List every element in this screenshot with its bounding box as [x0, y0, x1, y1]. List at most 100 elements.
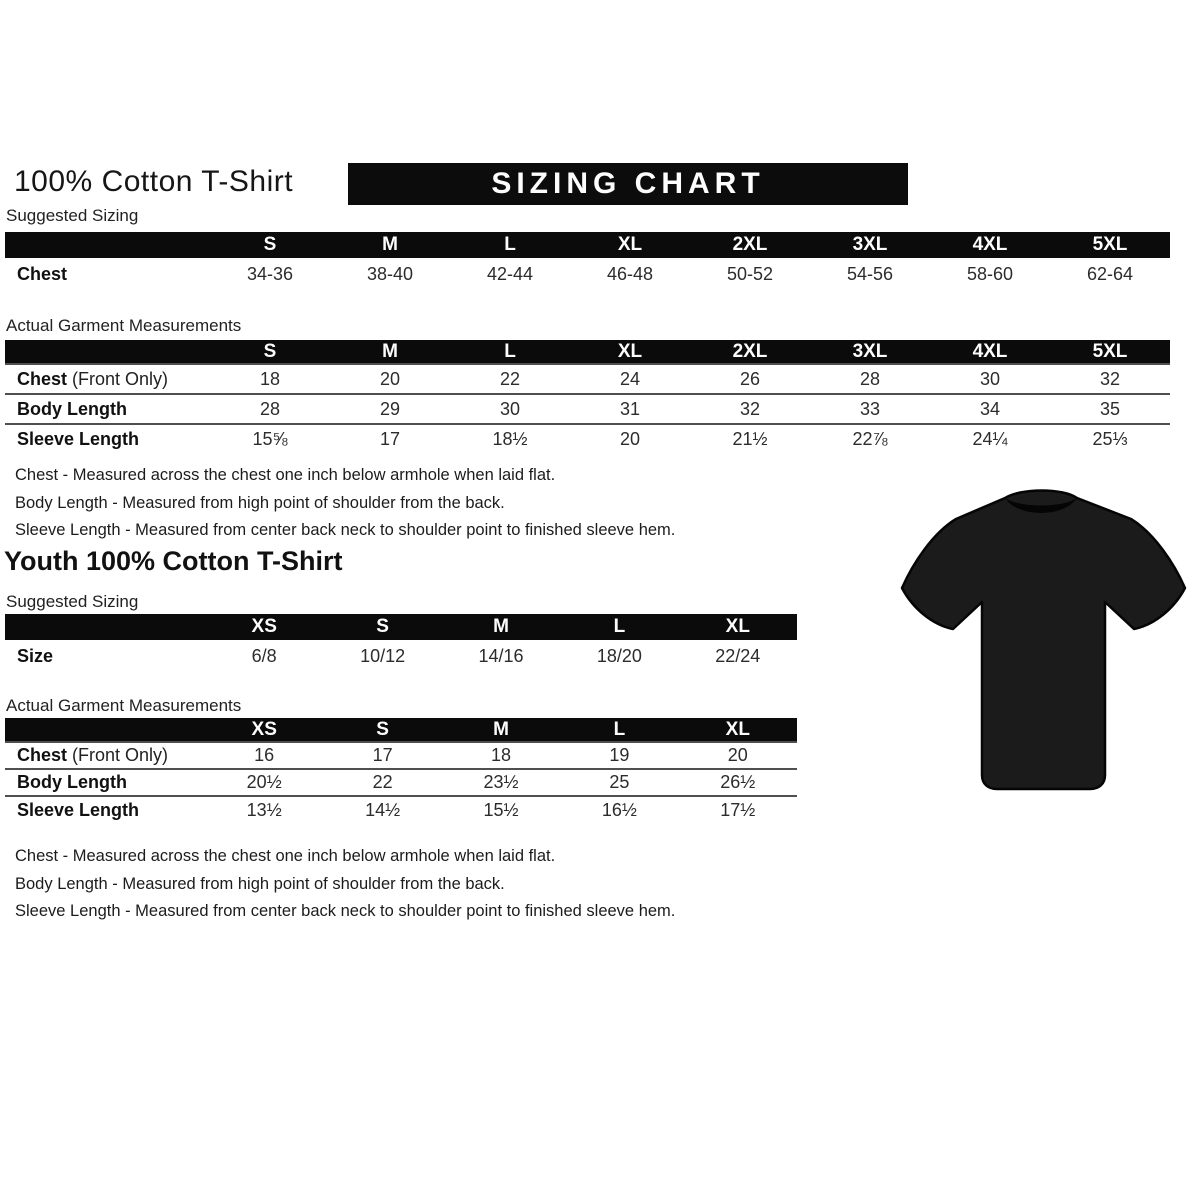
tshirt-collar-shape	[1005, 498, 1077, 513]
adult-suggested-table: S M L XL 2XL 3XL 4XL 5XL Chest 34-36 38-…	[5, 232, 1170, 290]
table-row: Sleeve Length 13½ 14½ 15½ 16½ 17½	[5, 795, 797, 823]
table-row: Chest 34-36 38-40 42-44 46-48 50-52 54-5…	[5, 258, 1170, 290]
adult-garment-table: S M L XL 2XL 3XL 4XL 5XL Chest (Front On…	[5, 340, 1170, 454]
cell: 22	[450, 363, 570, 394]
row-label: Sleeve Length	[5, 795, 205, 823]
cell: 16	[205, 741, 324, 769]
youth-garment-table: XS S M L XL Chest (Front Only) 16 17 18 …	[5, 718, 797, 823]
row-label-text: Size	[17, 645, 54, 666]
adult-garment-measurements-label: Actual Garment Measurements	[6, 316, 242, 335]
cell: 17	[330, 423, 450, 454]
corner-cell	[5, 614, 205, 640]
note-line: Body Length - Measured from high point o…	[15, 874, 505, 893]
column-header: L	[560, 718, 679, 742]
cell: 22	[323, 768, 442, 796]
cell: 25	[560, 768, 679, 796]
cell: 10/12	[360, 645, 406, 666]
row-label-text: Sleeve Length	[17, 799, 140, 820]
row-label-suffix: (Front Only)	[67, 368, 169, 389]
note-line: Sleeve Length - Measured from center bac…	[15, 902, 676, 920]
cell: 32	[690, 393, 810, 424]
cell: 46-48	[606, 263, 654, 284]
row-label: Body Length	[5, 768, 205, 796]
column-header: 5XL	[1050, 232, 1170, 258]
cell: 34	[930, 393, 1050, 424]
column-header: 4XL	[930, 340, 1050, 364]
tshirt-body-shape	[900, 489, 1187, 791]
cell: 21½	[690, 423, 810, 454]
cell: 33	[810, 393, 930, 424]
cell: 30	[450, 393, 570, 424]
column-header: S	[323, 614, 442, 640]
column-header: 2XL	[690, 340, 810, 364]
youth-measurement-notes: Chest - Measured across the chest one in…	[15, 843, 675, 926]
column-header: 2XL	[690, 232, 810, 258]
adult-measurement-notes: Chest - Measured across the chest one in…	[15, 462, 675, 545]
page-title: 100% Cotton T-Shirt	[14, 165, 294, 198]
cell: 24¼	[930, 423, 1050, 454]
cell: 18	[210, 363, 330, 394]
youth-section-title: Youth 100% Cotton T-Shirt	[4, 546, 343, 576]
column-header: M	[330, 340, 450, 364]
row-label: Sleeve Length	[5, 423, 210, 454]
cell: 17	[323, 741, 442, 769]
note-line: Sleeve Length - Measured from center bac…	[15, 521, 676, 539]
column-header: 3XL	[810, 232, 930, 258]
row-label: Chest (Front Only)	[5, 363, 210, 394]
row-label-suffix: (Front Only)	[67, 745, 169, 765]
column-header: 4XL	[930, 232, 1050, 258]
note-line: Chest - Measured across the chest one in…	[15, 847, 556, 865]
tshirt-product-image	[893, 476, 1193, 816]
cell: 34-36	[246, 263, 294, 284]
youth-suggested-header-row: XS S M L XL	[5, 614, 797, 640]
cell: 54-56	[846, 263, 894, 284]
column-header: M	[441, 614, 561, 640]
column-header: XS	[205, 718, 324, 742]
cell: 29	[330, 393, 450, 424]
column-header: L	[450, 232, 570, 258]
cell: 24	[570, 363, 690, 394]
column-header: S	[210, 232, 330, 258]
row-label: Size	[5, 640, 205, 672]
column-header: XL	[678, 614, 797, 640]
cell: 16½	[560, 795, 679, 823]
cell: 28	[210, 393, 330, 424]
row-label: Chest	[5, 258, 210, 290]
youth-garment-header-row: XS S M L XL	[5, 718, 797, 742]
column-header: XL	[570, 232, 690, 258]
row-label-text: Chest	[17, 745, 68, 765]
cell: 18	[441, 741, 561, 769]
corner-cell	[5, 718, 205, 742]
youth-suggested-table: XS S M L XL Size 6/8 10/12 14/16 18/20 2…	[5, 614, 797, 672]
table-row: Body Length 20½ 22 23½ 25 26½	[5, 768, 797, 796]
table-row: Chest (Front Only) 18 20 22 24 26 28 30 …	[5, 363, 1170, 394]
cell: 20½	[205, 768, 324, 796]
cell: 20	[330, 363, 450, 394]
table-row: Size 6/8 10/12 14/16 18/20 22/24	[5, 640, 797, 672]
cell: 6/8	[251, 645, 277, 666]
cell: 58-60	[966, 263, 1014, 284]
cell: 30	[930, 363, 1050, 394]
cell: 31	[570, 393, 690, 424]
cell: 28	[810, 363, 930, 394]
table-row: Sleeve Length 15⅝ 17 18½ 20 21½ 22⅞ 24¼ …	[5, 423, 1170, 454]
corner-cell	[5, 232, 210, 258]
cell: 19	[560, 741, 679, 769]
cell: 20	[570, 423, 690, 454]
row-label-text: Body Length	[17, 772, 127, 792]
column-header: L	[450, 340, 570, 364]
cell: 50-52	[726, 263, 774, 284]
column-header: 5XL	[1050, 340, 1170, 364]
cell: 15⅝	[210, 423, 330, 454]
adult-suggested-sizing-label: Suggested Sizing	[6, 206, 139, 225]
cell: 22⅞	[810, 423, 930, 454]
cell: 35	[1050, 393, 1170, 424]
column-header: 3XL	[810, 340, 930, 364]
row-label-text: Sleeve Length	[17, 429, 140, 449]
cell: 23½	[441, 768, 561, 796]
column-header: M	[330, 232, 450, 258]
note-line: Chest - Measured across the chest one in…	[15, 466, 556, 484]
column-header: XS	[205, 614, 324, 640]
adult-suggested-header-row: S M L XL 2XL 3XL 4XL 5XL	[5, 232, 1170, 258]
sizing-chart-banner-label: SIZING CHART	[491, 167, 765, 200]
